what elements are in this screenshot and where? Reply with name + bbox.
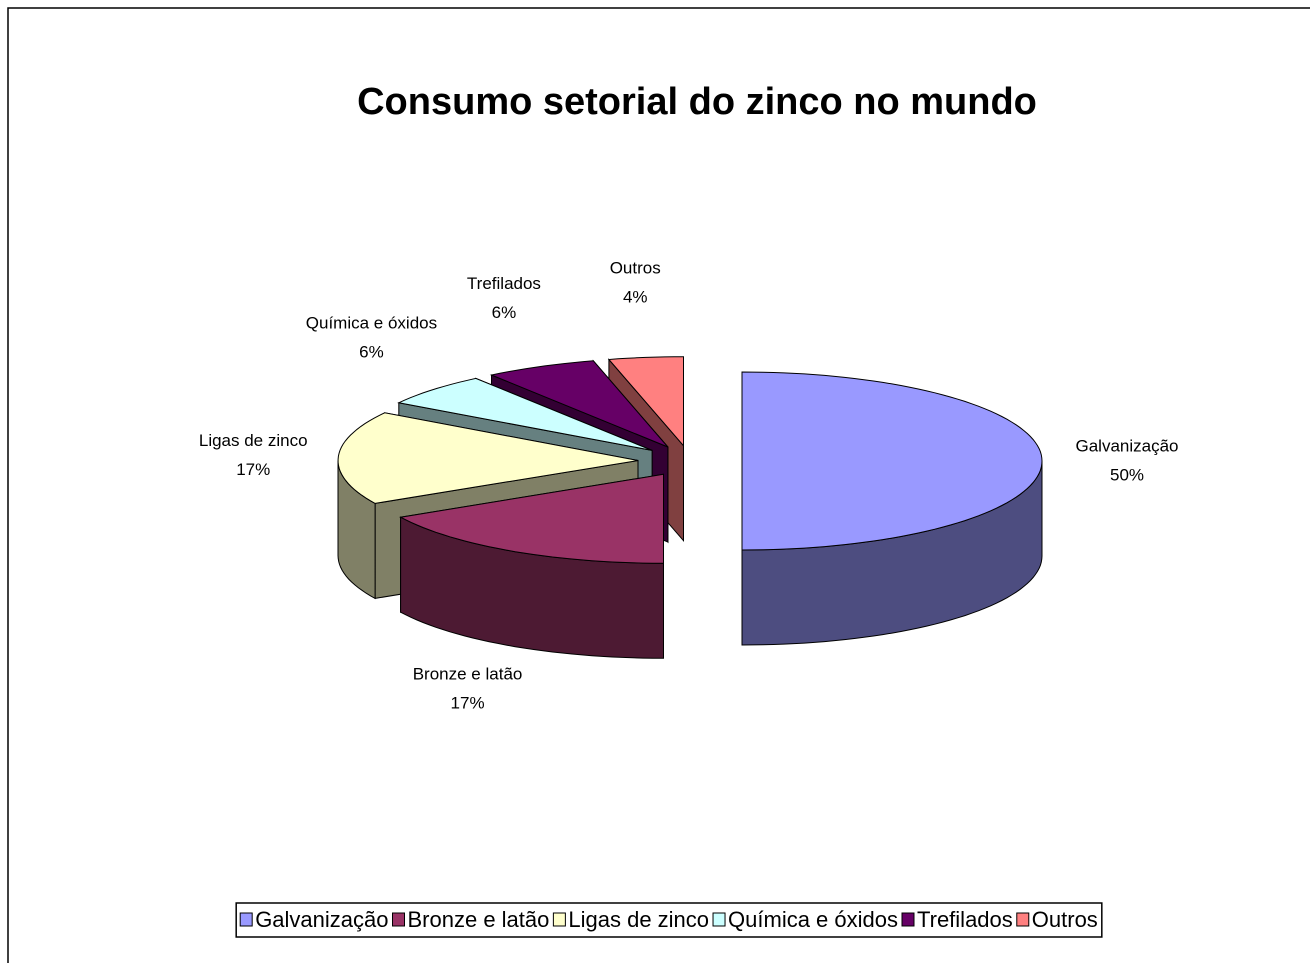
legend-swatch bbox=[901, 912, 915, 927]
legend-label: Ligas de zinco bbox=[568, 907, 709, 932]
pie-slice bbox=[741, 371, 1043, 646]
data-label-name: Ligas de zinco bbox=[199, 431, 308, 450]
data-label-name: Galvanização bbox=[1075, 436, 1178, 455]
legend: Galvanização Bronze e latão Ligas de zinco… bbox=[235, 902, 1103, 938]
legend-swatch bbox=[239, 912, 253, 927]
data-label-value: 17% bbox=[236, 460, 270, 479]
legend-swatch bbox=[1016, 912, 1030, 927]
legend-label: Galvanização bbox=[255, 907, 388, 932]
data-label-name: Química e óxidos bbox=[306, 314, 437, 333]
data-label-name: Bronze e latão bbox=[413, 665, 523, 684]
chart-title: Consumo setorial do zinco no mundo bbox=[357, 81, 1037, 123]
legend-swatch bbox=[392, 912, 405, 927]
data-label-value: 50% bbox=[1110, 465, 1144, 484]
data-label-name: Outros bbox=[610, 258, 661, 277]
slice-top bbox=[398, 473, 664, 564]
data-label-value: 17% bbox=[451, 694, 485, 713]
legend-swatch bbox=[712, 912, 726, 927]
data-label-value: 4% bbox=[623, 287, 648, 306]
slice-top bbox=[397, 377, 653, 451]
legend-box bbox=[235, 902, 1103, 938]
slice-top bbox=[607, 356, 684, 448]
slice-top bbox=[489, 360, 669, 448]
legend-label: Química e óxidos bbox=[728, 907, 898, 932]
legend-label: Trefilados bbox=[917, 907, 1013, 932]
legend-label: Bronze e latão bbox=[408, 907, 550, 932]
legend-swatch bbox=[552, 912, 566, 927]
data-label-name: Trefilados bbox=[467, 274, 541, 293]
slice-top bbox=[741, 371, 1043, 551]
pie: Galvanização 50% Bronze e latão 17% Ligas de… bbox=[199, 258, 1179, 712]
pie-slice bbox=[398, 473, 664, 659]
data-label-value: 6% bbox=[359, 343, 384, 362]
legend-label: Outros bbox=[1032, 907, 1098, 932]
data-label-value: 6% bbox=[492, 303, 517, 322]
slice-top bbox=[337, 412, 639, 504]
